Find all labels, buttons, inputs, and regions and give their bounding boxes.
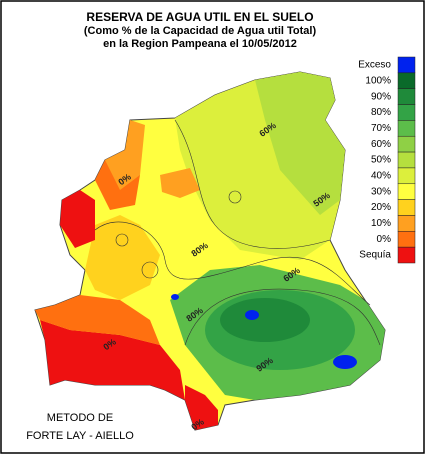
title-line: (Como % de la Capacidad de Agua util Tot… — [84, 25, 317, 37]
map: 60%50%80%60%80%90%0%0%0% — [34, 71, 386, 432]
legend-label: 90% — [371, 91, 391, 102]
zone-10 — [105, 120, 145, 190]
legend-label: 50% — [371, 155, 391, 166]
legend-label: 10% — [371, 218, 391, 229]
legend: Exceso 100% 90% 80% 70% 60% 50% 40% 30% 20% 10% 0% S… — [358, 56, 416, 264]
legend-label: 40% — [371, 170, 391, 181]
zone-sequia — [40, 320, 185, 400]
contour — [228, 190, 242, 204]
legend-label: 80% — [371, 107, 391, 118]
legend-label: 0% — [377, 234, 392, 245]
legend-label: Sequía — [359, 250, 391, 261]
legend-swatch — [397, 231, 416, 248]
legend-swatch — [397, 135, 416, 153]
exceso-spot — [171, 294, 179, 300]
legend-swatch — [397, 183, 416, 200]
zone-0 — [35, 295, 160, 345]
contours — [94, 119, 381, 346]
legend-swatch — [397, 151, 416, 169]
legend-label: 20% — [371, 202, 391, 213]
zone-sequia — [185, 385, 218, 430]
contour — [184, 288, 381, 346]
zone-50 — [255, 72, 345, 215]
contour — [115, 233, 129, 247]
exceso-spot — [245, 310, 259, 320]
legend-swatch — [397, 167, 416, 185]
legend-swatch — [397, 88, 416, 105]
legend-swatch — [397, 246, 416, 264]
exceso-spot — [333, 355, 357, 369]
legend-swatch — [397, 56, 416, 74]
legend-label: 60% — [371, 139, 391, 150]
contour — [94, 221, 371, 306]
title-line: en la Region Pampeana el 10/05/2012 — [103, 38, 297, 50]
legend-swatch — [397, 120, 416, 137]
zone-10 — [160, 168, 200, 198]
legend-label: 100% — [365, 75, 391, 86]
legend-label: 30% — [371, 186, 391, 197]
method-line: FORTE LAY - AIELLO — [26, 430, 134, 442]
header: RESERVA DE AGUA UTIL EN EL SUELO(Como % … — [84, 10, 317, 50]
legend-swatch — [397, 199, 416, 216]
contour — [174, 119, 331, 249]
zone-90 — [220, 298, 310, 342]
method-line: METODO DE — [47, 412, 113, 424]
contour — [141, 261, 159, 279]
zone-20 — [85, 215, 160, 300]
zone-sequia — [60, 190, 95, 248]
legend-label: Exceso — [358, 60, 391, 71]
footer: METODO DE FORTE LAY - AIELLO — [26, 412, 134, 442]
legend-label: 70% — [371, 123, 391, 134]
legend-swatch — [397, 72, 416, 89]
legend-swatch — [397, 215, 416, 232]
legend-swatch — [397, 104, 416, 121]
title-line: RESERVA DE AGUA UTIL EN EL SUELO — [86, 10, 313, 24]
